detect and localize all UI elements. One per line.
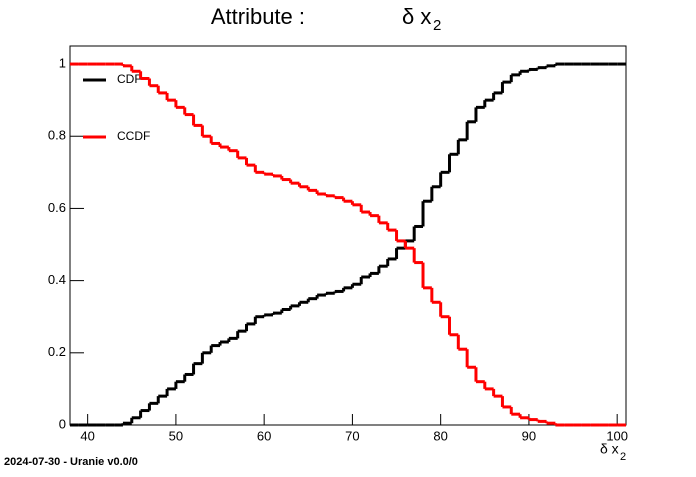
legend-label: CDF bbox=[117, 72, 142, 86]
y-tick-label: 0.8 bbox=[48, 128, 66, 143]
chart-title-subscript: 2 bbox=[433, 17, 441, 34]
x-tick-label: 60 bbox=[257, 428, 271, 443]
y-tick-label: 0 bbox=[59, 416, 66, 431]
chart-title-symbol: δ x bbox=[402, 4, 431, 29]
y-tick-label: 0.6 bbox=[48, 200, 66, 215]
chart-title: Attribute : bbox=[211, 4, 305, 29]
x-tick-label: 100 bbox=[606, 428, 628, 443]
x-axis-label: δ x bbox=[600, 441, 619, 457]
x-tick-label: 90 bbox=[522, 428, 536, 443]
x-tick-label: 70 bbox=[345, 428, 359, 443]
x-tick-label: 50 bbox=[169, 428, 183, 443]
footer: 2024-07-30 - Uranie v0.0/0 bbox=[4, 456, 138, 468]
y-tick-label: 0.4 bbox=[48, 272, 66, 287]
y-tick-label: 1 bbox=[59, 55, 66, 70]
x-tick-label: 80 bbox=[433, 428, 447, 443]
plot-frame bbox=[69, 45, 627, 426]
y-tick-label: 0.2 bbox=[48, 344, 66, 359]
legend-label: CCDF bbox=[117, 129, 150, 143]
x-axis-label-subscript: 2 bbox=[620, 451, 626, 463]
x-tick-label: 40 bbox=[80, 428, 94, 443]
